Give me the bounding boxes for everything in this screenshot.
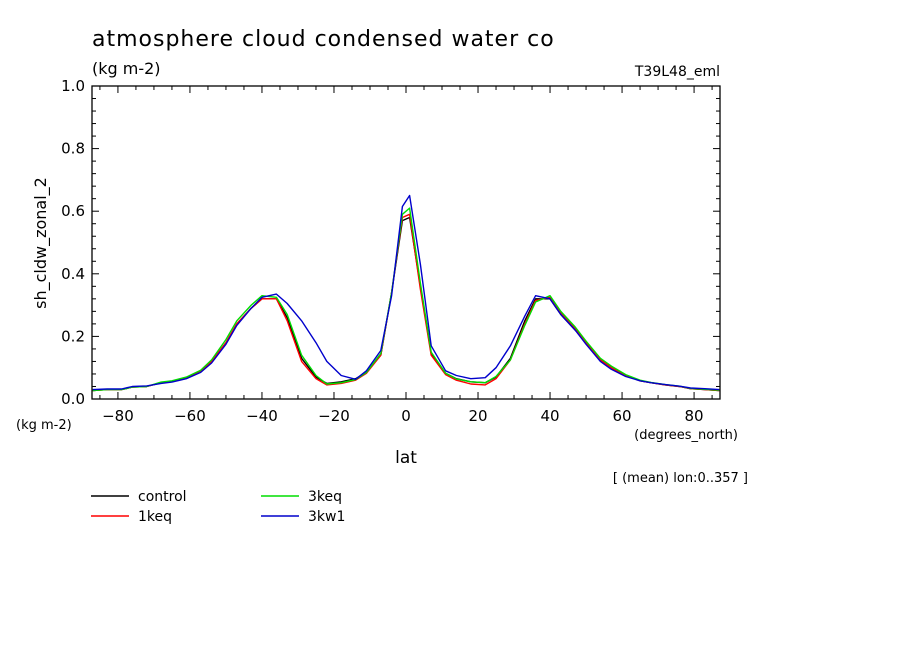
y-tick-label: 0.0 — [61, 390, 85, 408]
y-tick-label: 0.8 — [61, 140, 85, 158]
chart-units: (kg m-2) — [92, 59, 161, 78]
axis-ticks — [92, 85, 720, 400]
y-tick-label: 0.2 — [61, 327, 85, 345]
mean-note: [ (mean) lon:0..357 ] — [613, 471, 748, 486]
plot-frame — [91, 85, 721, 400]
x-tick-label: −60 — [174, 407, 206, 425]
legend-label-1keq: 1keq — [138, 509, 172, 525]
y-axis-label: sh_cldw_zonal_2 — [31, 177, 51, 309]
x-unit-label: (degrees_north) — [634, 428, 738, 443]
y-tick-label: 0.4 — [61, 265, 85, 283]
series-line-3kw1 — [92, 194, 720, 391]
y-tick-label: 1.0 — [61, 77, 85, 95]
legend-label-3kw1: 3kw1 — [308, 509, 345, 525]
x-tick-label: −40 — [246, 407, 278, 425]
legend-label-3keq: 3keq — [308, 489, 342, 505]
legend-label-control: control — [138, 489, 187, 505]
y-unit-label: (kg m-2) — [16, 418, 72, 433]
axis-tick-labels: −80 −60 −40 −20 0 20 40 60 80 0.0 0.2 0.4 0.6 0.8 1.0 — [61, 77, 703, 425]
x-axis-label: lat — [395, 448, 417, 468]
x-tick-label: −80 — [102, 407, 134, 425]
x-tick-label: 80 — [685, 407, 704, 425]
chart-title: atmosphere cloud condensed water co — [92, 27, 555, 52]
x-tick-label: 0 — [401, 407, 411, 425]
series-line-control — [92, 216, 720, 392]
x-tick-label: 20 — [468, 407, 487, 425]
run-id: T39L48_eml — [634, 64, 720, 80]
x-tick-label: 40 — [540, 407, 559, 425]
x-tick-label: −20 — [318, 407, 350, 425]
x-tick-label: 60 — [613, 407, 632, 425]
series-line-3keq — [92, 207, 720, 392]
y-tick-label: 0.6 — [61, 202, 85, 220]
plot-lines — [92, 194, 720, 392]
series-line-1keq — [92, 213, 720, 392]
legend: control 1keq 3keq 3kw1 — [91, 489, 345, 525]
